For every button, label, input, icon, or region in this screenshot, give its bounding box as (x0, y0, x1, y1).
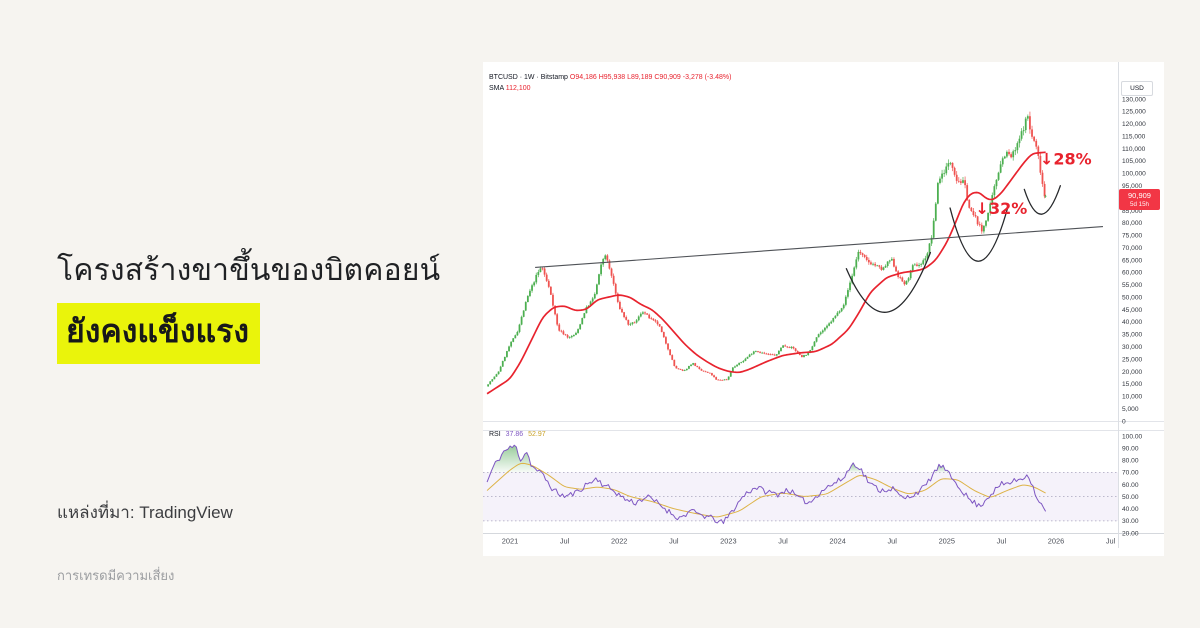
svg-text:40,000: 40,000 (1122, 319, 1143, 326)
svg-text:Jul: Jul (887, 537, 897, 546)
svg-text:60,000: 60,000 (1122, 270, 1143, 277)
svg-text:115,000: 115,000 (1122, 133, 1146, 140)
svg-text:80.00: 80.00 (1122, 458, 1139, 465)
headline-line1: โครงสร้างขาขึ้นของบิตคอยน์ (57, 254, 441, 287)
svg-text:10,000: 10,000 (1122, 394, 1143, 401)
svg-text:Jul: Jul (669, 537, 679, 546)
svg-text:55,000: 55,000 (1122, 282, 1143, 289)
rsi-label: RSI (489, 431, 501, 438)
headline-line2: ยังคงแข็งแรง (57, 303, 440, 364)
svg-text:↓28%: ↓28% (1040, 150, 1092, 169)
svg-text:100.00: 100.00 (1122, 433, 1143, 440)
sma-label: SMA (489, 85, 504, 92)
svg-text:30,000: 30,000 (1122, 344, 1143, 351)
svg-text:2025: 2025 (939, 537, 955, 546)
svg-text:Jul: Jul (997, 537, 1007, 546)
svg-text:2024: 2024 (829, 537, 845, 546)
svg-text:70,000: 70,000 (1122, 245, 1143, 252)
svg-text:Jul: Jul (778, 537, 788, 546)
svg-text:40.00: 40.00 (1122, 506, 1139, 513)
svg-text:90.00: 90.00 (1122, 445, 1139, 452)
svg-text:25,000: 25,000 (1122, 356, 1143, 363)
svg-text:20,000: 20,000 (1122, 369, 1143, 376)
svg-text:85,000: 85,000 (1122, 208, 1143, 215)
svg-text:5,000: 5,000 (1122, 406, 1139, 413)
svg-text:2026: 2026 (1048, 537, 1064, 546)
svg-text:↓32%: ↓32% (976, 199, 1028, 218)
last-price-value: 90,909 (1128, 191, 1151, 200)
svg-text:2022: 2022 (611, 537, 627, 546)
svg-text:Jul: Jul (560, 537, 570, 546)
svg-text:30.00: 30.00 (1122, 518, 1139, 525)
price-chart-canvas[interactable]: ↓32% ↓28% 0 5,000 10,000 15,000 20,000 25,000 30… (483, 62, 1164, 556)
rsi-ma-value: 52.97 (528, 431, 546, 438)
svg-text:20.00: 20.00 (1122, 530, 1139, 537)
currency-axis-button[interactable]: USD (1121, 81, 1153, 96)
svg-text:35,000: 35,000 (1122, 332, 1143, 339)
svg-text:50.00: 50.00 (1122, 494, 1139, 501)
source-label: แหล่งที่มา: TradingView (57, 503, 233, 522)
rsi-value: 37.86 (505, 431, 524, 438)
headline: โครงสร้างขาขึ้นของบิตคอยน์ ยังคงแข็งแรง (57, 247, 440, 364)
svg-text:80,000: 80,000 (1122, 220, 1143, 227)
svg-text:60.00: 60.00 (1122, 482, 1139, 489)
svg-text:130,000: 130,000 (1122, 96, 1146, 103)
svg-text:105,000: 105,000 (1122, 158, 1146, 165)
svg-text:2023: 2023 (720, 537, 736, 546)
headline-highlight: ยังคงแข็งแรง (57, 303, 260, 364)
svg-text:75,000: 75,000 (1122, 233, 1143, 240)
tradingview-chart-panel: ↓32% ↓28% 0 5,000 10,000 15,000 20,000 25,000 30… (483, 62, 1164, 556)
symbol-title: BTCUSD · 1W · Bitstamp (489, 74, 568, 81)
svg-text:0: 0 (1122, 418, 1126, 425)
chart-header: BTCUSD · 1W · Bitstamp O94,186 H95,938 L… (489, 72, 731, 94)
svg-text:70.00: 70.00 (1122, 470, 1139, 477)
ohlc-values: O94,186 H95,938 L89,189 C90,909 -3,278 (… (569, 74, 732, 81)
bar-countdown: 5d 15h (1130, 200, 1149, 208)
rsi-header: RSI 37.86 52.97 (489, 431, 546, 438)
svg-text:2021: 2021 (502, 537, 518, 546)
risk-disclaimer: การเทรดมีความเสี่ยง (57, 568, 175, 583)
svg-text:65,000: 65,000 (1122, 257, 1143, 264)
svg-text:100,000: 100,000 (1122, 171, 1146, 178)
svg-text:15,000: 15,000 (1122, 381, 1143, 388)
sma-row: SMA 112,100 (489, 83, 731, 94)
last-price-tag: 90,909 5d 15h (1119, 189, 1160, 210)
svg-text:50,000: 50,000 (1122, 294, 1143, 301)
svg-text:110,000: 110,000 (1122, 146, 1146, 153)
svg-text:125,000: 125,000 (1122, 109, 1146, 116)
svg-text:Jul: Jul (1106, 537, 1116, 546)
symbol-title-row: BTCUSD · 1W · Bitstamp O94,186 H95,938 L… (489, 72, 731, 83)
svg-text:45,000: 45,000 (1122, 307, 1143, 314)
svg-text:120,000: 120,000 (1122, 121, 1146, 128)
sma-value: 112,100 (505, 85, 531, 92)
svg-text:95,000: 95,000 (1122, 183, 1143, 190)
